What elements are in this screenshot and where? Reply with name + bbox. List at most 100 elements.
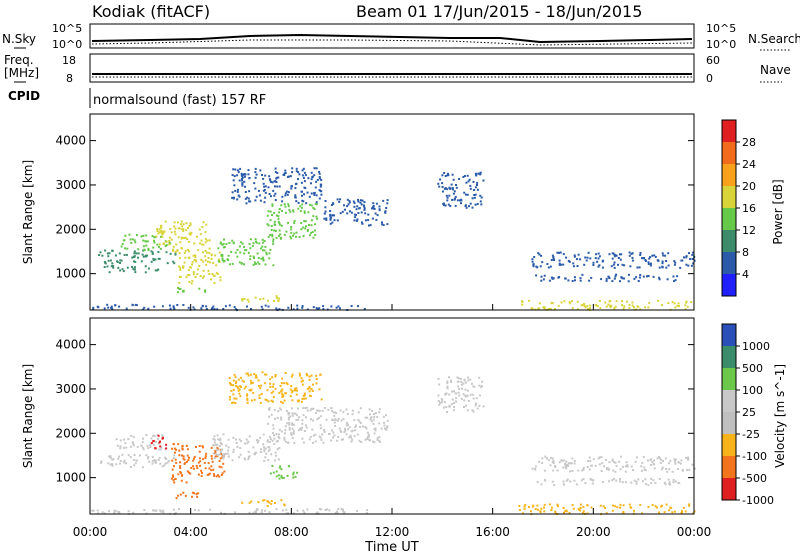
data-cell-1-13 xyxy=(684,510,687,513)
data-cell-0-12 xyxy=(693,259,696,262)
data-cell-1-11 xyxy=(650,464,653,466)
data-cell-0-2 xyxy=(190,231,193,234)
data-cell-1-8 xyxy=(460,380,463,383)
data-cell-0-15 xyxy=(216,308,219,311)
data-cell-1-4 xyxy=(235,442,238,444)
data-cell-1-3 xyxy=(216,455,219,458)
data-cell-0-12 xyxy=(630,252,633,255)
data-cell-1-4 xyxy=(219,437,222,440)
data-cell-0-12 xyxy=(551,254,554,257)
data-cell-1-3 xyxy=(219,457,222,460)
data-cell-0-3 xyxy=(215,272,218,275)
data-cell-0-8 xyxy=(473,194,476,196)
data-cell-1-3 xyxy=(180,479,183,482)
plot-title: Kodiak (fitACF) xyxy=(92,2,210,21)
data-cell-1-10 xyxy=(195,493,198,495)
data-cell-0-1 xyxy=(153,241,156,244)
data-cell-1-12 xyxy=(637,478,640,481)
data-cell-1-14 xyxy=(209,508,212,511)
data-cell-0-7 xyxy=(341,210,344,213)
data-cell-1-8 xyxy=(475,397,478,400)
data-cell-1-0 xyxy=(119,462,121,465)
data-cell-1-11 xyxy=(600,470,603,472)
data-cell-1-13 xyxy=(572,507,575,510)
data-cell-0-12 xyxy=(665,266,668,269)
data-cell-0-8 xyxy=(474,173,477,176)
data-cell-1-6 xyxy=(279,408,282,411)
data-cell-1-14 xyxy=(318,508,321,510)
data-cell-0-10 xyxy=(273,300,275,302)
data-cell-0-15 xyxy=(296,304,299,307)
data-cell-1-8 xyxy=(440,398,443,400)
data-cell-0-5 xyxy=(308,224,310,226)
data-cell-1-6 xyxy=(327,408,330,411)
data-cell-0-2 xyxy=(174,250,177,253)
data-cell-1-4 xyxy=(274,459,276,462)
data-cell-0-3 xyxy=(188,256,191,259)
data-cell-1-4 xyxy=(248,456,250,458)
data-cell-0-6 xyxy=(232,168,235,171)
data-cell-0-6 xyxy=(246,196,249,199)
data-cell-1-11 xyxy=(538,460,541,463)
data-cell-0-7 xyxy=(329,222,332,225)
data-cell-0-2 xyxy=(160,227,163,229)
data-cell-0-12 xyxy=(619,258,622,261)
data-cell-1-0 xyxy=(147,455,150,458)
data-cell-1-11 xyxy=(565,467,568,470)
data-cell-1-12 xyxy=(540,483,543,486)
data-cell-0-6 xyxy=(264,185,267,188)
data-cell-1-3 xyxy=(177,443,180,446)
data-cell-0-0 xyxy=(173,262,176,265)
data-cell-1-7 xyxy=(310,388,313,391)
data-cell-0-5 xyxy=(315,203,318,206)
data-cell-1-0 xyxy=(109,463,112,466)
data-cell-1-7 xyxy=(228,377,231,379)
data-cell-0-6 xyxy=(295,182,298,185)
data-cell-0-4 xyxy=(217,247,220,250)
data-cell-0-8 xyxy=(452,178,455,181)
data-cell-0-6 xyxy=(268,193,271,195)
data-cell-0-6 xyxy=(237,194,240,197)
data-cell-1-3 xyxy=(192,465,194,468)
data-cell-1-1 xyxy=(125,446,128,449)
data-cell-0-12 xyxy=(549,265,552,268)
data-cell-1-7 xyxy=(232,401,235,404)
data-cell-1-7 xyxy=(286,383,289,386)
data-cell-1-13 xyxy=(529,510,532,513)
data-cell-0-8 xyxy=(454,197,456,200)
data-cell-1-5 xyxy=(277,474,280,477)
data-cell-1-7 xyxy=(234,376,237,379)
data-cell-1-5 xyxy=(281,477,284,480)
data-cell-0-12 xyxy=(649,256,652,259)
data-cell-0-4 xyxy=(225,243,228,246)
data-cell-1-12 xyxy=(650,482,653,484)
x-tick-label: 00:00 xyxy=(73,525,108,539)
data-cell-1-8 xyxy=(464,394,467,397)
data-cell-1-3 xyxy=(173,465,175,468)
data-cell-1-12 xyxy=(619,480,621,483)
data-cell-0-5 xyxy=(278,223,281,226)
data-cell-0-12 xyxy=(538,253,541,256)
data-cell-0-0 xyxy=(119,262,121,264)
data-cell-1-5 xyxy=(286,475,289,477)
data-cell-0-5 xyxy=(314,203,317,205)
data-cell-0-12 xyxy=(550,259,553,261)
data-cell-0-2 xyxy=(197,249,200,252)
data-cell-1-13 xyxy=(619,503,622,506)
noise-tick-top-right: 10^5 xyxy=(706,22,736,35)
data-cell-1-11 xyxy=(630,465,633,468)
data-cell-1-8 xyxy=(463,399,466,402)
data-cell-1-6 xyxy=(304,407,307,410)
data-cell-1-10 xyxy=(197,492,200,495)
data-cell-0-9 xyxy=(110,265,113,268)
data-cell-1-1 xyxy=(132,444,135,447)
colorbar-tick-label: 25 xyxy=(742,406,756,419)
data-cell-1-2 xyxy=(161,437,164,440)
data-cell-1-7 xyxy=(308,375,311,378)
data-cell-0-8 xyxy=(443,187,446,190)
data-cell-0-4 xyxy=(236,255,239,258)
data-cell-0-3 xyxy=(191,263,193,266)
data-cell-1-3 xyxy=(212,468,215,471)
data-cell-1-13 xyxy=(518,505,521,507)
